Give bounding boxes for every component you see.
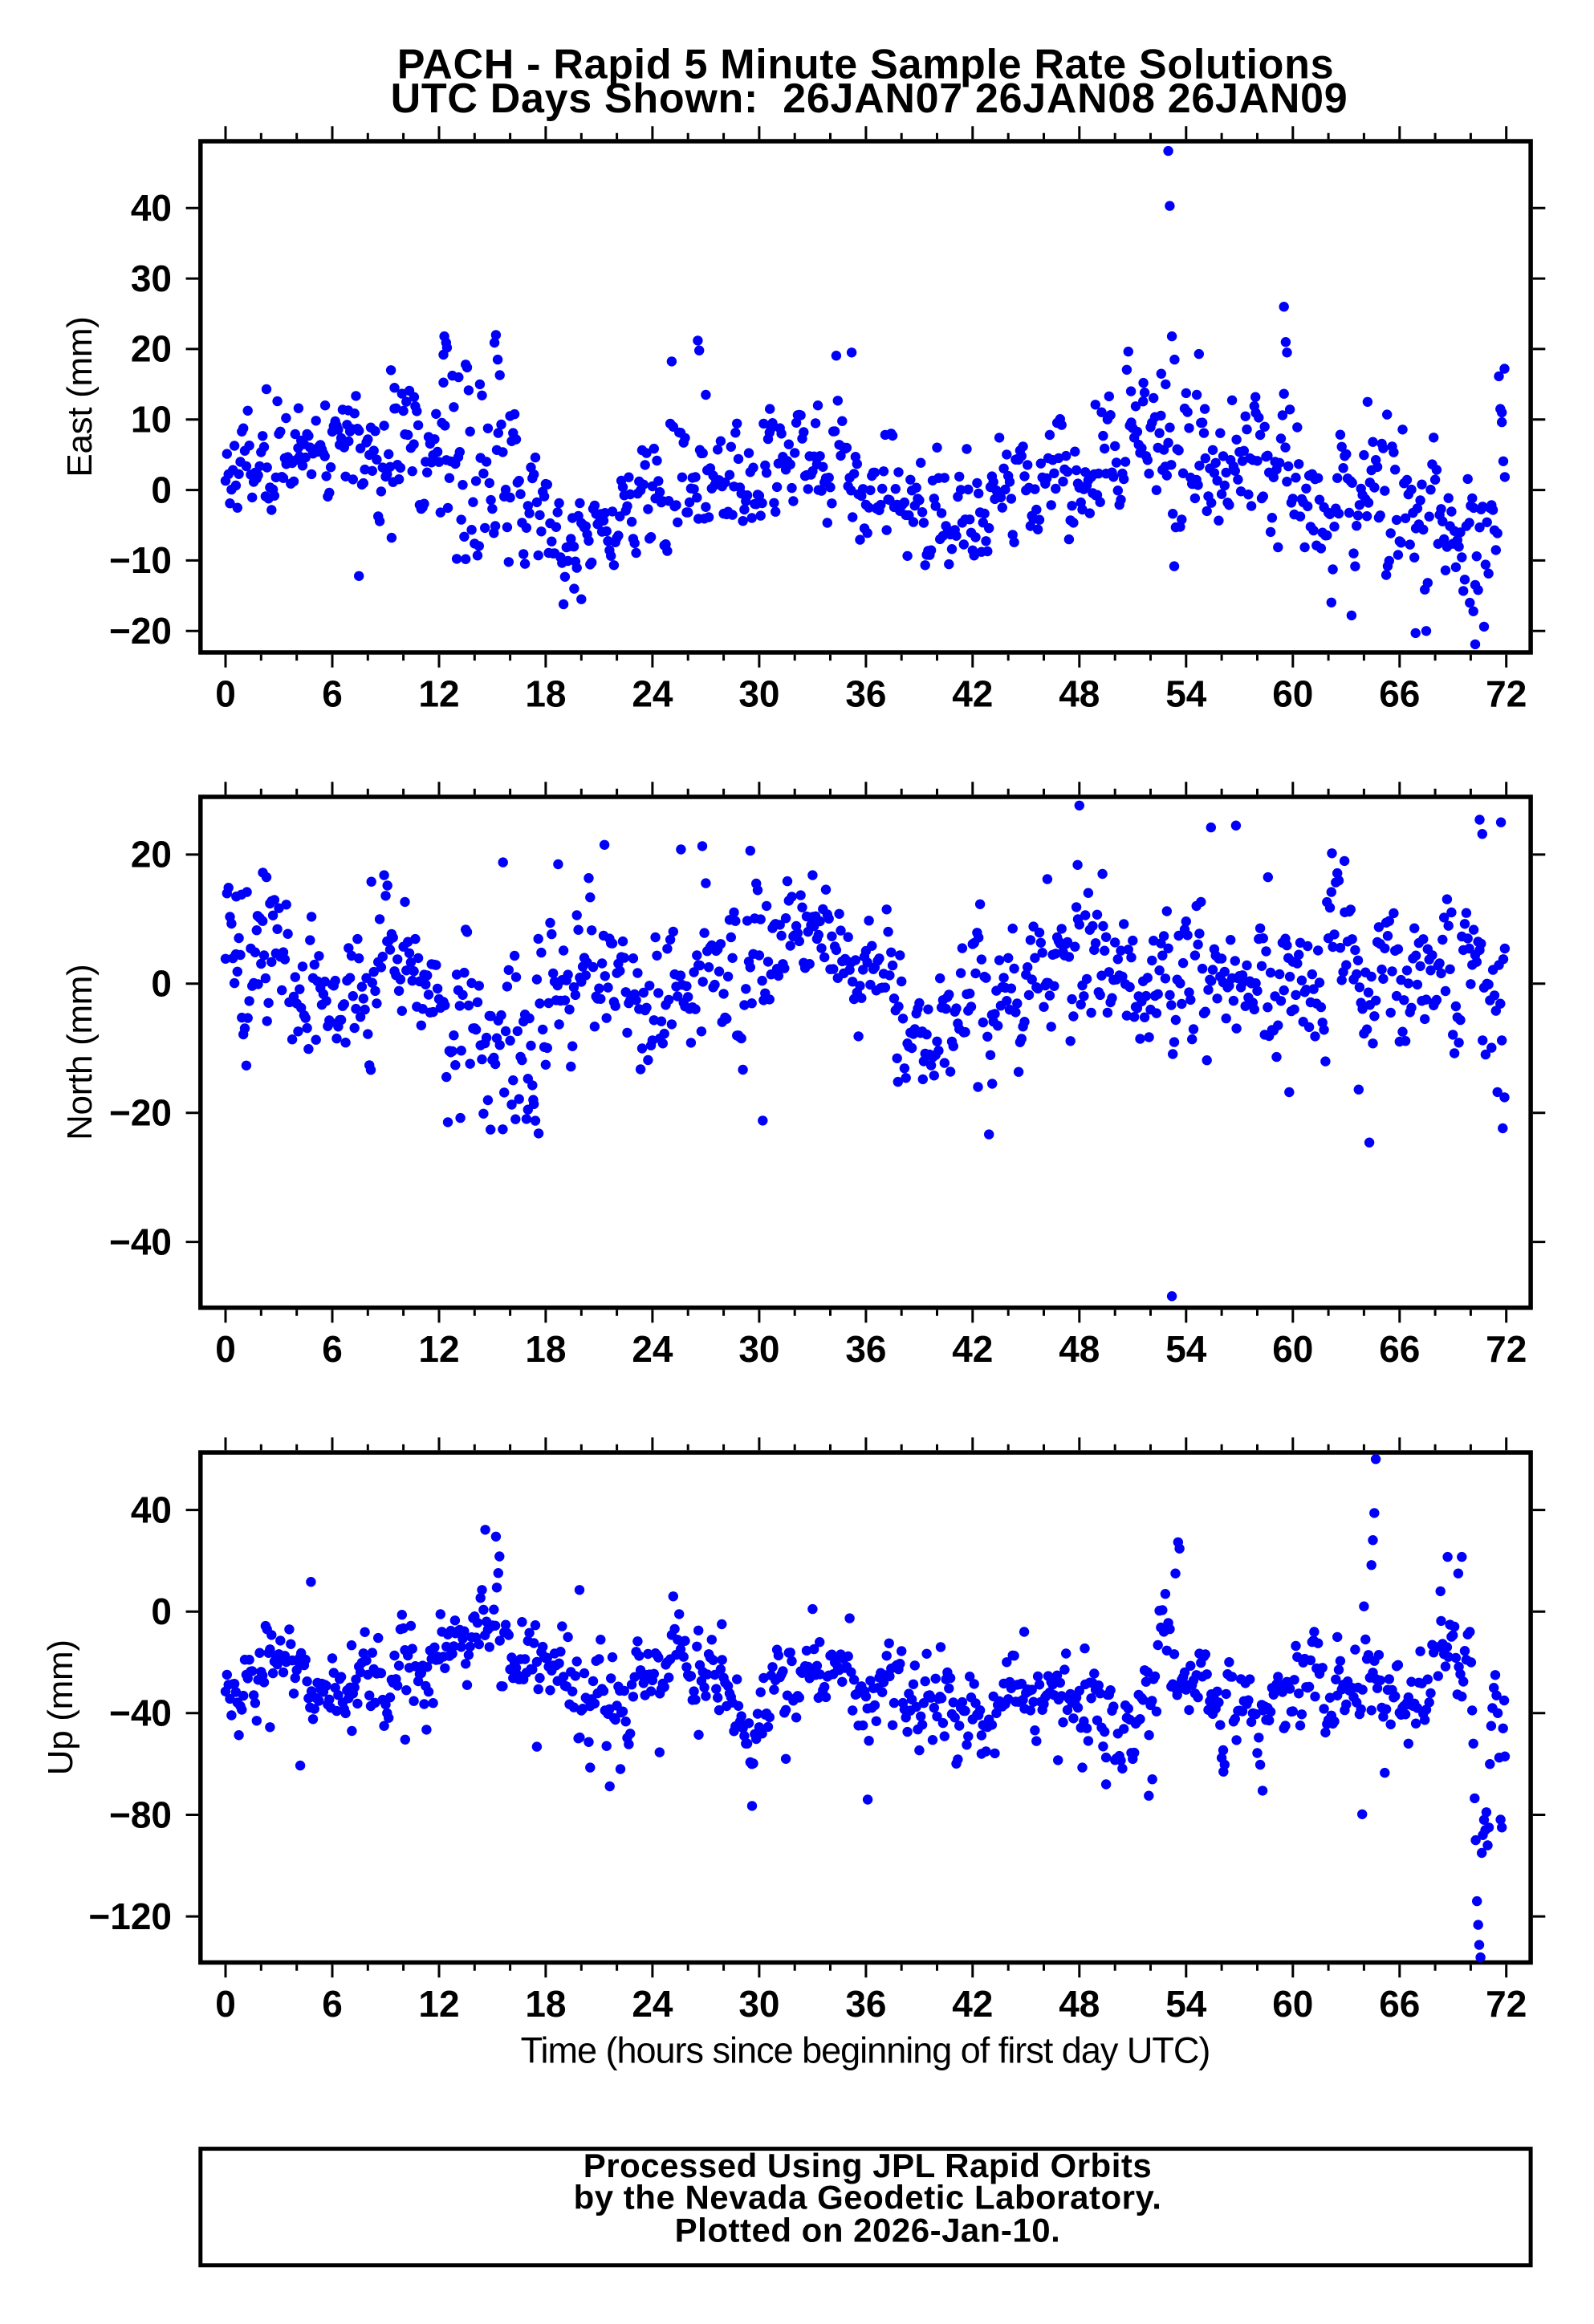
svg-text:30: 30 bbox=[738, 673, 779, 715]
svg-text:48: 48 bbox=[1059, 1328, 1100, 1370]
svg-text:24: 24 bbox=[632, 673, 673, 715]
svg-text:18: 18 bbox=[525, 1328, 566, 1370]
svg-text:60: 60 bbox=[1272, 1983, 1313, 2025]
svg-text:−10: −10 bbox=[109, 539, 172, 581]
svg-text:Time (hours since beginning of: Time (hours since beginning of first day… bbox=[521, 2030, 1210, 2071]
svg-text:by the Nevada Geodetic Laborat: by the Nevada Geodetic Laboratory. bbox=[574, 2179, 1162, 2216]
svg-text:PACH - Rapid 5 Minute Sample R: PACH - Rapid 5 Minute Sample Rate Soluti… bbox=[397, 42, 1334, 88]
svg-text:0: 0 bbox=[215, 673, 236, 715]
svg-text:36: 36 bbox=[845, 673, 886, 715]
svg-text:12: 12 bbox=[418, 1328, 459, 1370]
svg-text:30: 30 bbox=[738, 1328, 779, 1370]
svg-text:−80: −80 bbox=[109, 1794, 172, 1835]
svg-text:42: 42 bbox=[952, 1983, 993, 2025]
svg-text:−120: −120 bbox=[88, 1895, 172, 1937]
svg-text:East (mm): East (mm) bbox=[60, 316, 100, 477]
svg-text:72: 72 bbox=[1486, 1983, 1527, 2025]
svg-text:20: 20 bbox=[131, 834, 172, 876]
svg-text:6: 6 bbox=[322, 1983, 343, 2025]
svg-text:54: 54 bbox=[1165, 673, 1207, 715]
svg-text:12: 12 bbox=[418, 1983, 459, 2025]
svg-text:30: 30 bbox=[738, 1983, 779, 2025]
svg-text:10: 10 bbox=[131, 399, 172, 441]
svg-text:72: 72 bbox=[1486, 1328, 1527, 1370]
svg-text:0: 0 bbox=[215, 1983, 236, 2025]
svg-text:−40: −40 bbox=[109, 1221, 172, 1262]
svg-text:60: 60 bbox=[1272, 673, 1313, 715]
svg-text:60: 60 bbox=[1272, 1328, 1313, 1370]
svg-text:Plotted on 2026-Jan-10.: Plotted on 2026-Jan-10. bbox=[675, 2211, 1061, 2249]
svg-text:66: 66 bbox=[1379, 1983, 1420, 2025]
svg-text:40: 40 bbox=[131, 1489, 172, 1530]
svg-text:48: 48 bbox=[1059, 1983, 1100, 2025]
svg-text:66: 66 bbox=[1379, 673, 1420, 715]
svg-text:Processed Using JPL Rapid Orbi: Processed Using JPL Rapid Orbits bbox=[584, 2147, 1152, 2184]
svg-text:Up (mm): Up (mm) bbox=[41, 1639, 80, 1775]
svg-text:30: 30 bbox=[131, 258, 172, 299]
svg-text:40: 40 bbox=[131, 187, 172, 229]
svg-text:12: 12 bbox=[418, 673, 459, 715]
svg-text:0: 0 bbox=[151, 469, 172, 510]
svg-text:20: 20 bbox=[131, 328, 172, 370]
svg-text:North (mm): North (mm) bbox=[60, 964, 100, 1140]
svg-text:36: 36 bbox=[845, 1328, 886, 1370]
svg-text:66: 66 bbox=[1379, 1328, 1420, 1370]
svg-text:0: 0 bbox=[151, 963, 172, 1005]
svg-text:18: 18 bbox=[525, 1983, 566, 2025]
svg-text:0: 0 bbox=[215, 1328, 236, 1370]
svg-text:42: 42 bbox=[952, 1328, 993, 1370]
svg-text:54: 54 bbox=[1165, 1328, 1207, 1370]
svg-text:6: 6 bbox=[322, 1328, 343, 1370]
svg-text:72: 72 bbox=[1486, 673, 1527, 715]
svg-text:−20: −20 bbox=[109, 1092, 172, 1134]
svg-text:−40: −40 bbox=[109, 1692, 172, 1734]
svg-text:24: 24 bbox=[632, 1983, 673, 2025]
svg-text:36: 36 bbox=[845, 1983, 886, 2025]
svg-text:0: 0 bbox=[151, 1591, 172, 1632]
svg-text:UTC Days Shown: 26JAN07 26JAN: UTC Days Shown: 26JAN07 26JAN08 26JAN09 bbox=[391, 75, 1348, 122]
svg-text:18: 18 bbox=[525, 673, 566, 715]
svg-text:48: 48 bbox=[1059, 673, 1100, 715]
svg-text:42: 42 bbox=[952, 673, 993, 715]
svg-text:54: 54 bbox=[1165, 1983, 1207, 2025]
svg-text:6: 6 bbox=[322, 673, 343, 715]
svg-text:−20: −20 bbox=[109, 610, 172, 652]
svg-text:24: 24 bbox=[632, 1328, 673, 1370]
